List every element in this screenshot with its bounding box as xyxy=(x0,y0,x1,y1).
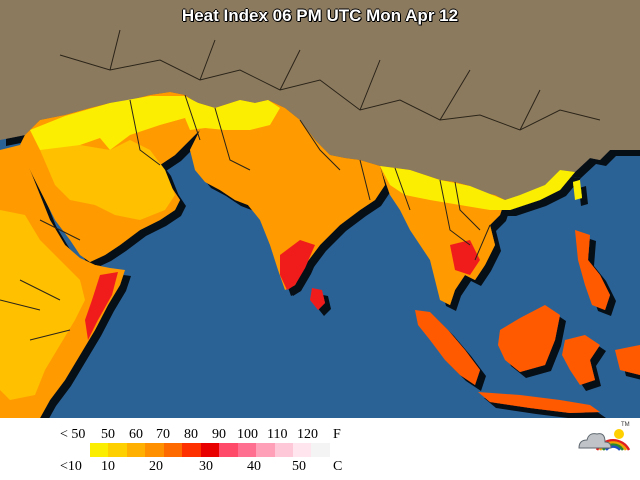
legend-color-bar xyxy=(90,443,330,457)
legend-f-label-0: < 50 xyxy=(60,427,86,442)
heat-africa-inner xyxy=(0,210,85,400)
legend-color-band xyxy=(126,443,146,457)
legend-c-label-4: 40 xyxy=(247,459,261,474)
legend-c-label-1: 10 xyxy=(101,459,115,474)
logo-icon: TM xyxy=(578,422,631,451)
heat-arabia-orange xyxy=(40,140,175,220)
legend-color-band xyxy=(163,443,183,457)
legend-f-label-7: 110 xyxy=(267,427,288,442)
legend-color-band xyxy=(200,443,220,457)
legend-c-label-2: 20 xyxy=(149,459,163,474)
legend-color-band xyxy=(108,443,127,457)
map-title: Heat Index 06 PM UTC Mon Apr 12 xyxy=(181,6,459,25)
legend-color-band xyxy=(311,443,330,457)
legend-f-label-6: 100 xyxy=(237,427,258,442)
legend-color-band xyxy=(219,443,238,457)
legend-f-label-3: 70 xyxy=(156,427,170,442)
heat-sulawesi xyxy=(562,335,600,385)
legend-f-label-5: 90 xyxy=(212,427,226,442)
map-svg xyxy=(0,0,640,418)
legend-f-unit: F xyxy=(333,427,341,442)
heat-sumatra xyxy=(415,310,480,385)
heat-se-asia-yellow xyxy=(380,166,575,210)
legend-color-band xyxy=(256,443,275,457)
legend-c-label-5: 50 xyxy=(292,459,306,474)
heat-philippines xyxy=(575,230,610,310)
heat-se-asia-red xyxy=(450,240,480,275)
heat-borneo xyxy=(498,305,560,372)
cloud-sun-rainbow-logo: TM xyxy=(575,420,631,460)
legend-color-band xyxy=(182,443,201,457)
legend-c-unit: C xyxy=(333,459,343,474)
logo-trademark: TM xyxy=(621,422,630,428)
legend-color-band xyxy=(274,443,293,457)
legend-c-label-3: 30 xyxy=(199,459,213,474)
legend-f-label-2: 60 xyxy=(129,427,143,442)
legend-color-band xyxy=(237,443,257,457)
legend-c-label-0: <10 xyxy=(60,459,82,474)
heat-africa-red xyxy=(85,272,118,340)
legend-f-label-1: 50 xyxy=(101,427,115,442)
legend-color-band xyxy=(145,443,164,457)
heat-india xyxy=(190,100,385,290)
heat-java xyxy=(478,392,600,413)
heat-index-map: Heat Index 06 PM UTC Mon Apr 12 xyxy=(0,0,640,418)
heat-new-guinea xyxy=(615,345,640,375)
heat-india-red xyxy=(280,240,315,290)
country-borders xyxy=(0,29,601,341)
heat-india-yellow xyxy=(185,100,280,130)
legend-color-band xyxy=(292,443,312,457)
legend-f-label-8: 120 xyxy=(297,427,318,442)
heat-sri-lanka xyxy=(310,288,325,310)
heat-taiwan xyxy=(573,180,582,200)
land-north xyxy=(0,0,640,200)
legend-color-band xyxy=(90,443,109,457)
legend-f-label-4: 80 xyxy=(184,427,198,442)
heat-arabia-yellow xyxy=(30,96,200,150)
